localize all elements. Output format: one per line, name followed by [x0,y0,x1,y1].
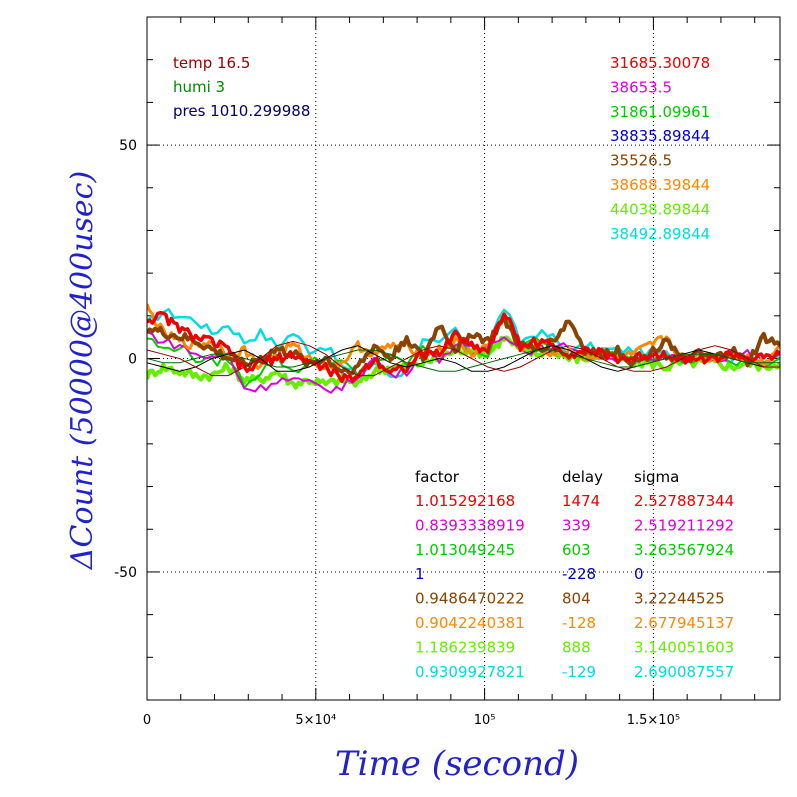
table-cell-sigma: 3.22244525 [634,590,725,608]
table-cell-delay: -129 [562,663,596,681]
environment-labels: temp 16.5 humi 3 pres 1010.299988 [173,54,310,120]
plot-lines [147,303,780,394]
mean-count-label: 38688.39844 [610,176,710,194]
fit-parameter-table: factor delay sigma 1.015292168 1474 2.5278873… [415,468,734,681]
y-tick-label: 0 [128,352,137,368]
x-tick-label: 10⁵ [474,713,496,728]
tick-labels: 0 5×10⁴ 10⁵ 1.5×10⁵ 50 0 -50 [114,138,680,728]
table-cell-delay: 1474 [562,492,600,510]
environment-label: humi 3 [173,78,225,96]
series-line [147,349,780,372]
y-tick-label: 50 [119,138,137,154]
table-cell-sigma: 2.519211292 [634,516,734,534]
mean-count-label: 38653.5 [610,78,672,96]
table-header: factor [415,468,460,486]
table-cell-delay: -228 [562,565,596,583]
table-cell-factor: 1.015292168 [415,492,515,510]
x-tick-label: 1.5×10⁵ [627,713,680,728]
table-cell-delay: 603 [562,541,591,559]
mean-count-label: 44038.89844 [610,200,710,218]
environment-label: temp 16.5 [173,54,250,72]
table-cell-factor: 1 [415,565,425,583]
table-cell-factor: 0.9486470222 [415,590,525,608]
table-cell-factor: 0.9042240381 [415,614,525,632]
grid [147,17,780,700]
y-axis-title: ΔCount (50000@400usec) [65,171,100,570]
mean-count-label: 31685.30078 [610,54,710,72]
table-cell-factor: 1.186239839 [415,638,515,656]
table-cell-delay: 804 [562,590,591,608]
mean-count-label: 38492.89844 [610,225,710,243]
table-cell-sigma: 3.140051603 [634,638,734,656]
y-tick-label: -50 [114,565,137,581]
table-header: delay [562,468,603,486]
table-cell-sigma: 3.263567924 [634,541,734,559]
table-cell-factor: 1.013049245 [415,541,515,559]
table-cell-delay: 339 [562,516,591,534]
plot-frame [146,16,781,701]
mean-count-label: 31861.09961 [610,103,710,121]
table-cell-sigma: 2.527887344 [634,492,734,510]
table-cell-factor: 0.8393338919 [415,516,525,534]
x-tick-label: 5×10⁴ [295,713,336,728]
table-cell-sigma: 0 [634,565,644,583]
mean-count-label: 35526.5 [610,152,672,170]
table-cell-sigma: 2.690087557 [634,663,734,681]
x-tick-label: 0 [143,713,151,728]
mean-count-label: 38835.89844 [610,127,710,145]
x-axis-title: Time (second) [335,744,579,784]
table-cell-delay: -128 [562,614,596,632]
series-line [147,340,780,377]
axis-ticks [146,17,780,700]
table-cell-factor: 0.9309927821 [415,663,525,681]
table-cell-delay: 888 [562,638,591,656]
table-cell-sigma: 2.677945137 [634,614,734,632]
mean-count-labels: 31685.30078 38653.5 31861.09961 38835.89844… [610,54,710,243]
table-header: sigma [634,468,679,486]
environment-label: pres 1010.299988 [173,102,310,120]
